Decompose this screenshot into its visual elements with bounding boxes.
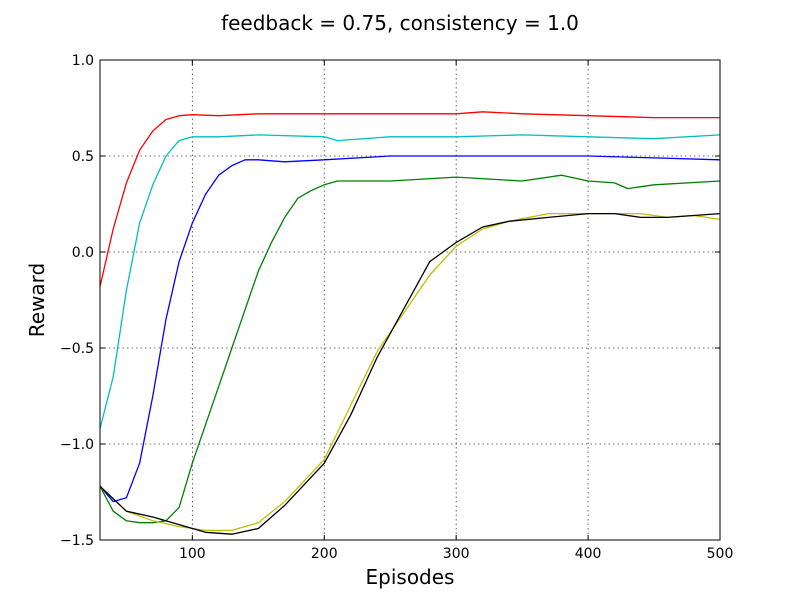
series-line-6: [100, 212, 720, 535]
series-line-4: [100, 174, 720, 524]
ticks: 100 200 300 400 500 −1.5 −1.0 −0.5 0.0 0.5 1.0: [60, 53, 733, 562]
y-tick-label: −1.5: [60, 533, 94, 549]
plot-frame: [99, 59, 721, 541]
x-tick-label: 500: [707, 546, 734, 562]
y-tick-label: 1.0: [72, 53, 94, 69]
y-tick-label: 0.0: [72, 245, 94, 261]
y-tick-label: 0.5: [72, 149, 94, 165]
chart-title: feedback = 0.75, consistency = 1.0: [221, 11, 579, 35]
series-line-1: [100, 111, 720, 287]
y-axis-label: Reward: [25, 263, 49, 337]
series-line-5: [100, 212, 720, 532]
x-tick-label: 100: [179, 546, 206, 562]
y-tick-label: −0.5: [60, 341, 94, 357]
x-tick-label: 200: [311, 546, 338, 562]
x-tick-label: 400: [575, 546, 602, 562]
y-tick-label: −1.0: [60, 437, 94, 453]
x-axis-label: Episodes: [366, 565, 455, 589]
series-layer: [100, 111, 720, 535]
series-line-3: [100, 155, 720, 503]
grid: [100, 60, 720, 540]
x-tick-label: 300: [443, 546, 470, 562]
series-line-2: [100, 134, 720, 429]
